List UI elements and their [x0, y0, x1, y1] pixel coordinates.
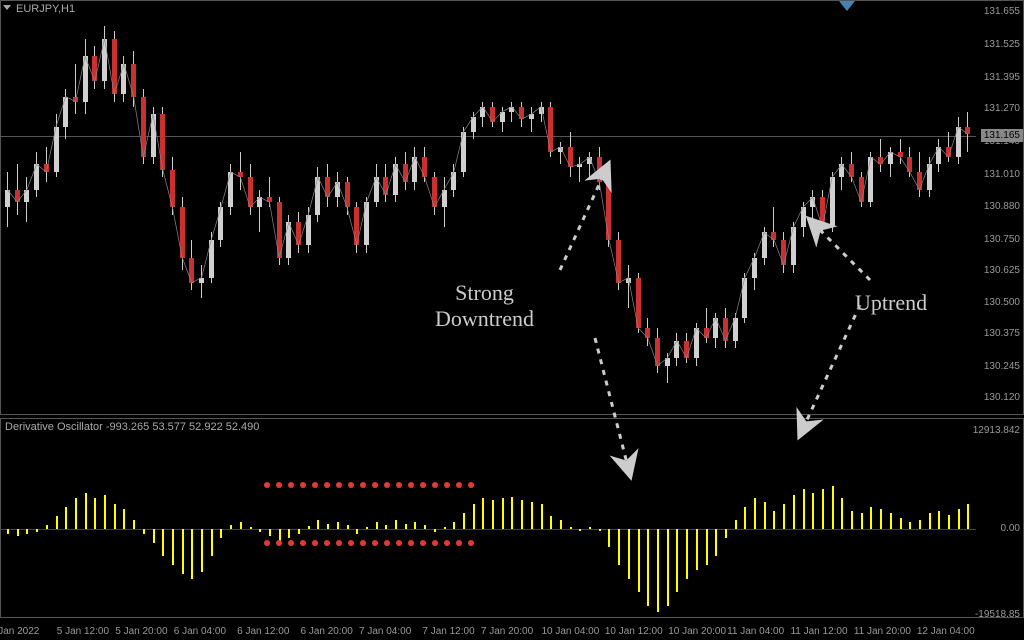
- price-tick-label: 131.395: [984, 72, 1020, 83]
- price-tick-label: 131.270: [984, 103, 1020, 114]
- time-tick-label: 7 Jan 20:00: [481, 626, 533, 637]
- price-tick-label: 130.375: [984, 328, 1020, 339]
- price-tick-label: 130.880: [984, 201, 1020, 212]
- candlestick-area[interactable]: [1, 1, 976, 416]
- time-tick-label: 7 Jan 04:00: [359, 626, 411, 637]
- marker-icon: [839, 1, 855, 11]
- trading-chart-container: EURJPY,H1 131.655131.525131.395131.27013…: [0, 0, 1024, 640]
- time-tick-label: 7 Jan 12:00: [422, 626, 474, 637]
- price-tick-label: 131.525: [984, 39, 1020, 50]
- price-tick-label: 130.625: [984, 265, 1020, 276]
- time-tick-label: 11 Jan 20:00: [854, 626, 911, 637]
- price-tick-label: 130.245: [984, 361, 1020, 372]
- current-price-tag: 131.165: [981, 129, 1023, 142]
- time-tick-label: 10 Jan 04:00: [541, 626, 599, 637]
- time-axis: 5 Jan 2022 5 Jan 12:00 5 Jan 20:00 6 Jan 04…: [0, 618, 1024, 640]
- price-tick-label: 131.655: [984, 6, 1020, 17]
- time-tick-label: 10 Jan 20:00: [668, 626, 726, 637]
- uptrend-annotation: Uptrend: [855, 290, 927, 316]
- time-tick-label: 11 Jan 12:00: [790, 626, 847, 637]
- time-tick-label: 11 Jan 04:00: [727, 626, 784, 637]
- time-tick-label: 10 Jan 12:00: [605, 626, 663, 637]
- time-tick-label: 5 Jan 20:00: [115, 626, 167, 637]
- downtrend-annotation: StrongDowntrend: [435, 280, 534, 332]
- oscillator-tick-label: 0.00: [1001, 523, 1020, 534]
- price-tick-label: 130.500: [984, 297, 1020, 308]
- time-tick-label: 5 Jan 2022: [0, 626, 39, 637]
- time-tick-label: 6 Jan 04:00: [174, 626, 226, 637]
- price-tick-label: 130.750: [984, 234, 1020, 245]
- price-chart-panel[interactable]: EURJPY,H1 131.655131.525131.395131.27013…: [0, 0, 1024, 415]
- oscillator-tick-label: 12913.842: [973, 425, 1020, 436]
- time-tick-label: 5 Jan 12:00: [57, 626, 109, 637]
- oscillator-area[interactable]: [1, 419, 976, 619]
- time-tick-label: 6 Jan 12:00: [237, 626, 289, 637]
- price-tick-label: 131.010: [984, 169, 1020, 180]
- oscillator-panel[interactable]: Derivative Oscillator -993.265 53.577 52…: [0, 418, 1024, 618]
- time-tick-label: 12 Jan 04:00: [917, 626, 975, 637]
- time-tick-label: 6 Jan 20:00: [300, 626, 352, 637]
- price-tick-label: 130.120: [984, 392, 1020, 403]
